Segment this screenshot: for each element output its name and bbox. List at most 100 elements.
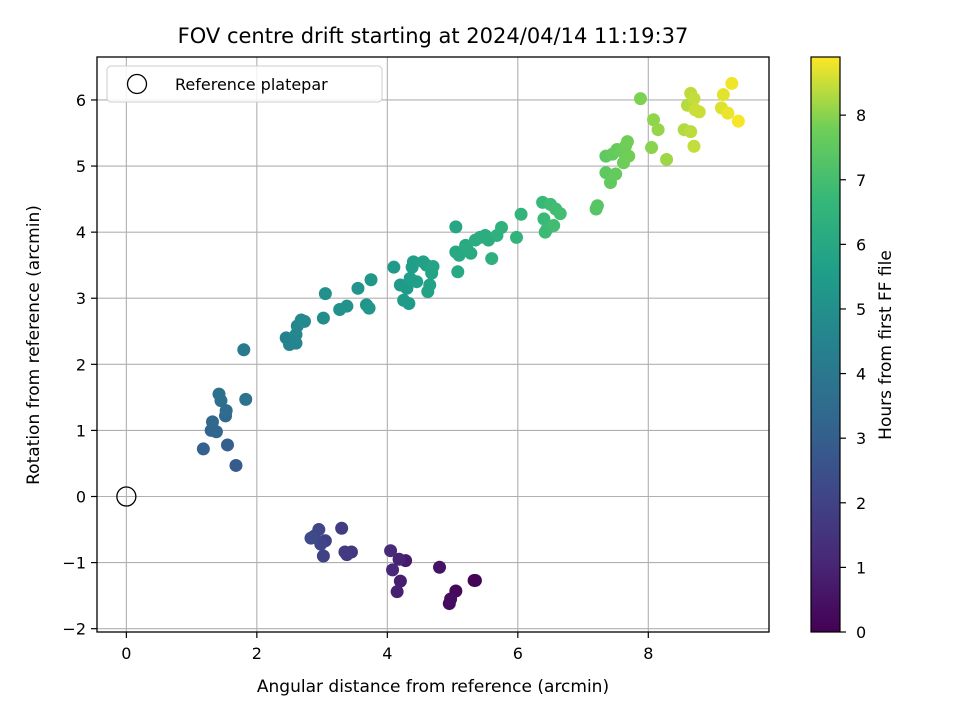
data-point xyxy=(209,425,223,439)
x-tick-label: 2 xyxy=(252,644,262,663)
colorbar-gradient xyxy=(810,56,841,633)
data-point xyxy=(633,92,647,106)
y-tick-label: 2 xyxy=(76,355,86,374)
x-tick-label: 4 xyxy=(382,644,392,663)
data-point xyxy=(647,113,661,127)
y-tick-label: 5 xyxy=(76,157,86,176)
data-point xyxy=(364,273,378,287)
data-point xyxy=(444,592,458,606)
reference-marker-layer xyxy=(116,486,137,507)
data-point xyxy=(410,275,424,289)
colorbar-tick-label: 5 xyxy=(856,300,866,319)
data-point xyxy=(304,531,318,545)
colorbar-ticks: 0 1 2 3 4 5 6 7 8 xyxy=(840,106,866,642)
data-point xyxy=(464,246,478,260)
colorbar-tick-label: 4 xyxy=(856,365,866,384)
data-point xyxy=(426,260,440,274)
data-point xyxy=(212,387,226,401)
data-point xyxy=(316,549,330,563)
y-tick-label: −2 xyxy=(62,620,86,639)
legend-entry-reference: Reference platepar xyxy=(175,75,328,94)
data-point xyxy=(716,88,730,102)
data-point xyxy=(687,92,701,106)
y-axis-label: Rotation from reference (arcmin) xyxy=(24,205,44,485)
data-point xyxy=(514,207,528,221)
data-point xyxy=(196,442,210,456)
data-point xyxy=(402,297,416,311)
data-point xyxy=(387,260,401,274)
colorbar: 0 1 2 3 4 5 6 7 8 Hours from first FF file xyxy=(810,56,896,642)
x-tick-label: 8 xyxy=(643,644,653,663)
data-points xyxy=(196,76,745,611)
colorbar-tick-label: 2 xyxy=(856,494,866,513)
data-point xyxy=(590,199,604,213)
colorbar-tick-label: 0 xyxy=(856,623,866,642)
colorbar-tick-label: 8 xyxy=(856,106,866,125)
data-point xyxy=(687,139,701,153)
data-point xyxy=(495,221,509,235)
y-tick-label: 3 xyxy=(76,289,86,308)
data-point xyxy=(297,314,311,328)
data-point xyxy=(423,278,437,292)
data-point xyxy=(692,105,706,119)
data-point xyxy=(316,311,330,325)
data-point xyxy=(406,255,420,269)
data-point xyxy=(599,166,613,180)
x-tick-label: 0 xyxy=(121,644,131,663)
grid xyxy=(97,57,769,632)
data-point xyxy=(239,392,253,406)
y-tick-label: 0 xyxy=(76,488,86,507)
colorbar-label: Hours from first FF file xyxy=(876,250,896,440)
colorbar-tick-label: 3 xyxy=(856,429,866,448)
data-point xyxy=(645,141,659,155)
data-point xyxy=(510,230,524,244)
data-point xyxy=(547,219,561,233)
data-point xyxy=(451,265,465,279)
data-point xyxy=(651,123,665,137)
data-point xyxy=(537,212,551,226)
data-point xyxy=(205,415,219,429)
data-point xyxy=(384,544,398,558)
data-point xyxy=(229,458,243,472)
y-tick-label: 6 xyxy=(76,91,86,110)
data-point xyxy=(393,574,407,588)
data-point xyxy=(620,135,634,149)
data-point xyxy=(622,149,636,163)
plot-frame xyxy=(96,56,770,633)
colorbar-tick-label: 6 xyxy=(856,235,866,254)
data-point xyxy=(609,167,623,181)
data-point xyxy=(318,287,332,301)
legend: Reference platepar xyxy=(106,65,383,103)
legend-marker-reference xyxy=(126,73,148,95)
data-point xyxy=(684,125,698,139)
data-point xyxy=(237,343,251,357)
data-point xyxy=(351,281,365,295)
data-point xyxy=(467,573,481,587)
x-axis-ticks: 0 2 4 6 8 xyxy=(121,632,653,663)
data-point xyxy=(433,560,447,574)
y-tick-label: −1 xyxy=(62,554,86,573)
data-point xyxy=(485,252,499,266)
y-axis-ticks: −2 −1 0 1 2 3 4 5 6 xyxy=(62,91,97,639)
data-point xyxy=(386,563,400,577)
x-tick-label: 6 xyxy=(513,644,523,663)
data-point xyxy=(362,301,376,315)
colorbar-tick-label: 7 xyxy=(856,171,866,190)
data-point xyxy=(220,438,234,452)
data-point xyxy=(390,585,404,599)
data-point xyxy=(660,152,674,166)
data-point xyxy=(340,299,354,313)
y-tick-label: 4 xyxy=(76,223,86,242)
reference-platepar-marker xyxy=(116,486,137,507)
data-point xyxy=(721,106,735,120)
data-point xyxy=(335,521,349,535)
data-point xyxy=(392,552,406,566)
chart-title: FOV centre drift starting at 2024/04/14 … xyxy=(178,24,689,48)
data-point xyxy=(338,545,352,559)
x-axis-label: Angular distance from reference (arcmin) xyxy=(257,677,609,697)
colorbar-tick-label: 1 xyxy=(856,558,866,577)
data-point xyxy=(219,404,233,418)
data-point xyxy=(400,281,414,295)
data-point xyxy=(449,220,463,234)
